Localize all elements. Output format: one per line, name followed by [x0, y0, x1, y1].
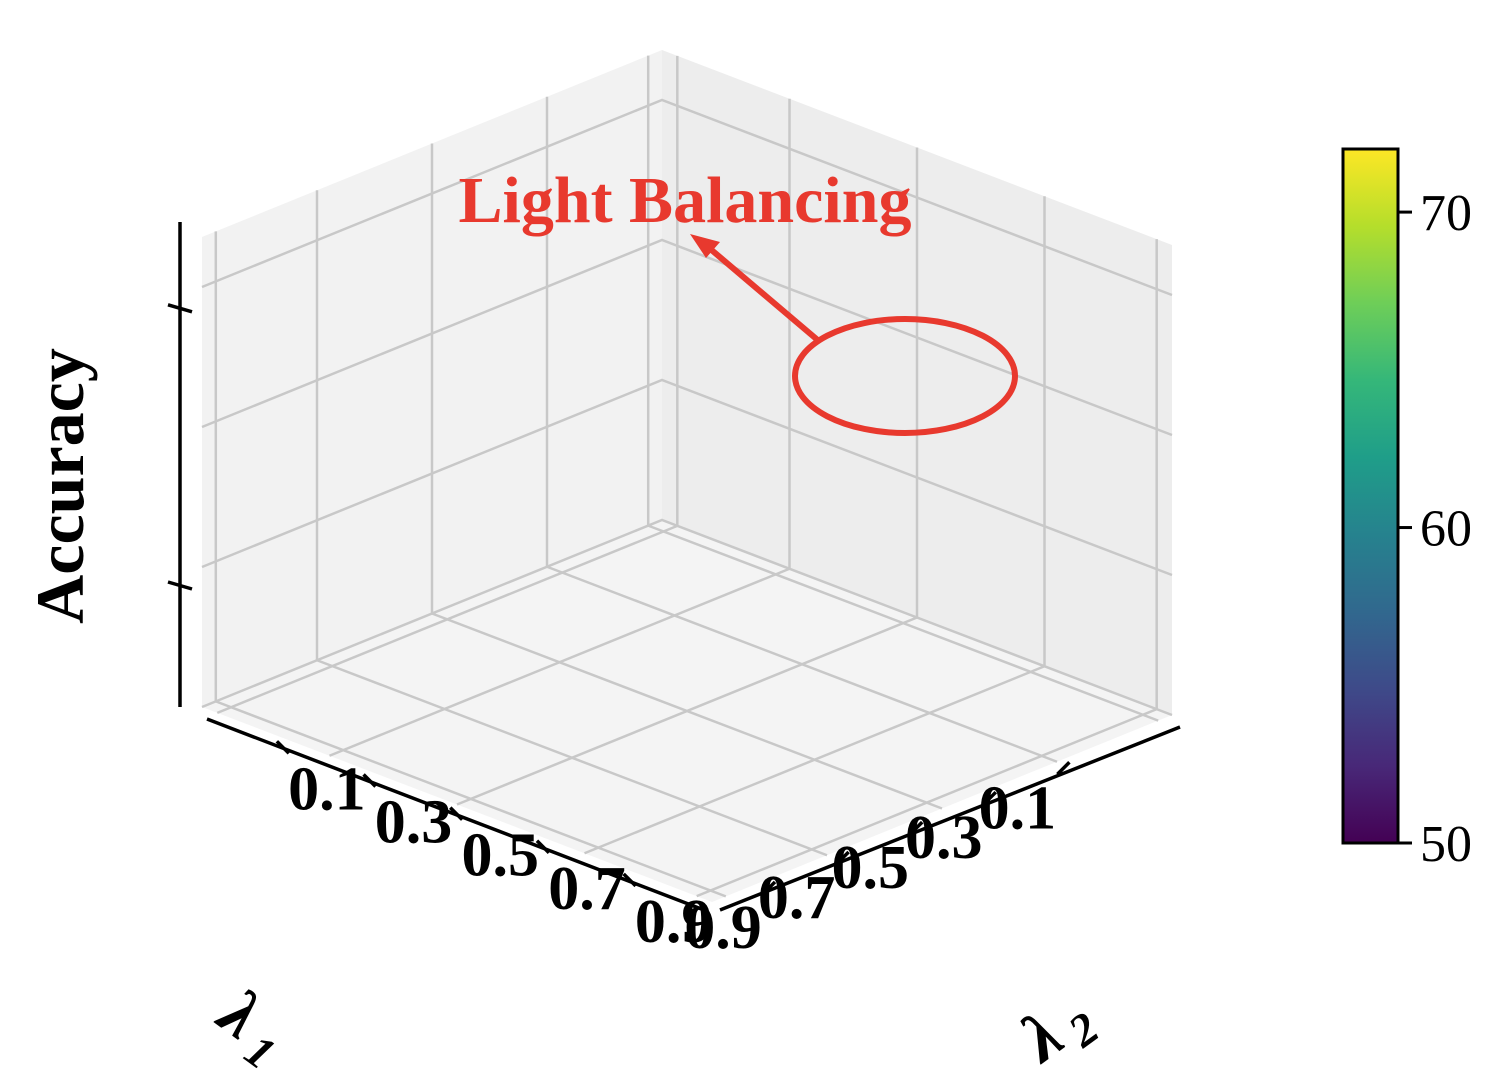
lambda1-tick-label: 0.5: [831, 834, 909, 902]
lambda1-tick-label: 0.9: [684, 894, 762, 962]
z-axis-tick: [167, 303, 193, 314]
grid-lines: [201, 55, 1173, 898]
z-axis-tick: [167, 580, 193, 591]
colorbar: 50 60 70: [1341, 147, 1472, 873]
annotation-text: Light Balancing: [459, 164, 912, 237]
colorbar-tick-label: 60: [1420, 501, 1472, 558]
lambda1-tick-label: 0.3: [905, 804, 983, 872]
grid-line: [696, 707, 1158, 898]
grid-line: [201, 98, 1173, 297]
grid-line: [584, 665, 1045, 855]
grid-line: [456, 616, 918, 806]
lambda1-tick-label: 0.1: [979, 774, 1057, 842]
lambda1-tick-mark: [1056, 761, 1071, 776]
lambda2-tick-labels: 0.1 0.3 0.5 0.7 0.9: [275, 740, 713, 956]
lambda2-tick-mark: [449, 806, 464, 821]
lambda2-tick-mark: [275, 740, 291, 755]
lambda1-tick-label: 0.7: [758, 864, 836, 932]
lambda2-tick-label: 0.5: [462, 822, 540, 890]
grid-line: [316, 659, 828, 857]
lambda2-axis-label: λ 2: [1004, 996, 1107, 1077]
lambda2-tick-mark: [535, 839, 551, 855]
lambda1-tick-mark: [908, 820, 924, 836]
grid-line: [201, 378, 1173, 577]
lambda2-symbol: λ: [1004, 996, 1076, 1077]
light-balancing-annotation: Light Balancing: [459, 164, 1018, 436]
lambda2-tick-mark: [622, 872, 637, 888]
grid-line: [215, 700, 727, 898]
colorbar-tick-label: 70: [1420, 185, 1472, 242]
lambda1-tick-mark: [982, 790, 998, 806]
lambda2-tick-label: 0.1: [288, 755, 366, 823]
colorbar-gradient: [1341, 147, 1400, 845]
grid-line: [201, 518, 1173, 717]
annotation-arrow-head: [690, 234, 720, 258]
grid-line: [201, 238, 1173, 437]
lambda2-tick-label: 0.7: [548, 855, 626, 923]
colorbar-tick-label: 50: [1420, 816, 1472, 873]
lambda1-tick-mark: [761, 880, 777, 896]
colorbar-ticks: 50 60 70: [1398, 185, 1472, 873]
lambda1-tick-mark: [835, 850, 850, 866]
z-axis-label: Accuracy: [22, 348, 98, 624]
lambda2-tick-mark: [362, 773, 377, 788]
annotation-arrow-shaft: [706, 244, 822, 345]
annotation-ellipse: [792, 316, 1018, 436]
lambda1-tick-labels: 0.10.30.50.70.9: [684, 761, 1071, 962]
lambda2-axis-line: [719, 725, 1181, 912]
lambda2-tick-label: 0.9: [635, 888, 713, 956]
lambda2-tick-label: 0.3: [375, 788, 453, 856]
lambda1-axis-label: λ 1: [204, 972, 285, 1078]
